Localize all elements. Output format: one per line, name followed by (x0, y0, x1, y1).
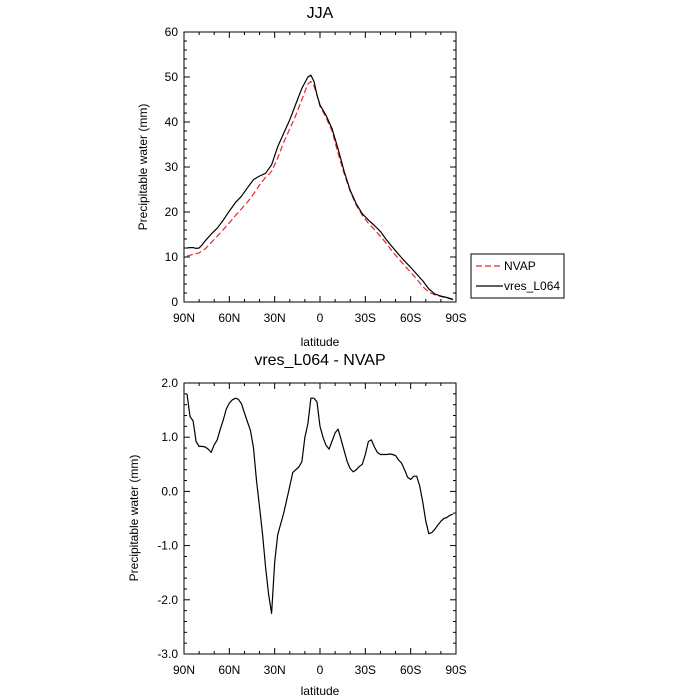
plot-frame (183, 31, 457, 303)
panel-bottom: vres_L064 - NVAP 90N 60N 30N 0 30S 60S 90S 2.0… (127, 352, 467, 698)
series-line-vres-l064 (186, 74, 454, 300)
legend-box (470, 253, 565, 299)
x-tick-label: 90S (445, 663, 466, 677)
legend-label-vres-l064: vres_L064 (504, 279, 560, 293)
y-tick-label: 1.0 (161, 430, 178, 444)
y-tick-label: 30 (165, 160, 179, 174)
x-tick-label: 30N (264, 311, 286, 325)
x-tick-label: 30S (355, 663, 376, 677)
x-tick-label: 60S (400, 663, 421, 677)
y-tick-label: 60 (165, 25, 179, 39)
y-tick-label: -2.0 (157, 593, 178, 607)
y-axis-label: Precipitable water (mm) (127, 455, 141, 582)
x-tick-label: 0 (317, 663, 324, 677)
x-tick-label: 90S (445, 311, 466, 325)
y-tick-label: 40 (165, 115, 179, 129)
y-tick-label: 0.0 (161, 484, 178, 498)
x-tick-label: 30S (355, 311, 376, 325)
chart-title: vres_L064 - NVAP (254, 352, 385, 369)
x-tick-label: 30N (264, 663, 286, 677)
series-line-vres-l064-nvap (186, 393, 454, 615)
legend: NVAP vres_L064 (470, 253, 565, 299)
x-tick-label: 0 (317, 311, 324, 325)
x-tick-label: 60N (218, 663, 240, 677)
y-tick-label: 0 (171, 295, 178, 309)
y-tick-label: -3.0 (157, 647, 178, 661)
panel-top: JJA 90N 60N 30N 0 30S 60S 90S 0 10 20 30 40 50 60 la… (136, 5, 565, 349)
legend-label-nvap: NVAP (504, 259, 536, 273)
y-tick-label: -1.0 (157, 539, 178, 553)
series-line-nvap (186, 80, 454, 301)
y-tick-label: 10 (165, 250, 179, 264)
y-tick-label: 2.0 (161, 376, 178, 390)
x-tick-label: 90N (173, 663, 195, 677)
y-axis-label: Precipitable water (mm) (136, 104, 150, 231)
chart-title: JJA (307, 5, 334, 22)
x-tick-label: 60S (400, 311, 421, 325)
x-tick-label: 60N (218, 311, 240, 325)
x-axis-label: latitude (301, 684, 340, 698)
x-tick-label: 90N (173, 311, 195, 325)
x-axis-label: latitude (301, 335, 340, 349)
y-tick-label: 20 (165, 205, 179, 219)
y-tick-label: 50 (165, 70, 179, 84)
